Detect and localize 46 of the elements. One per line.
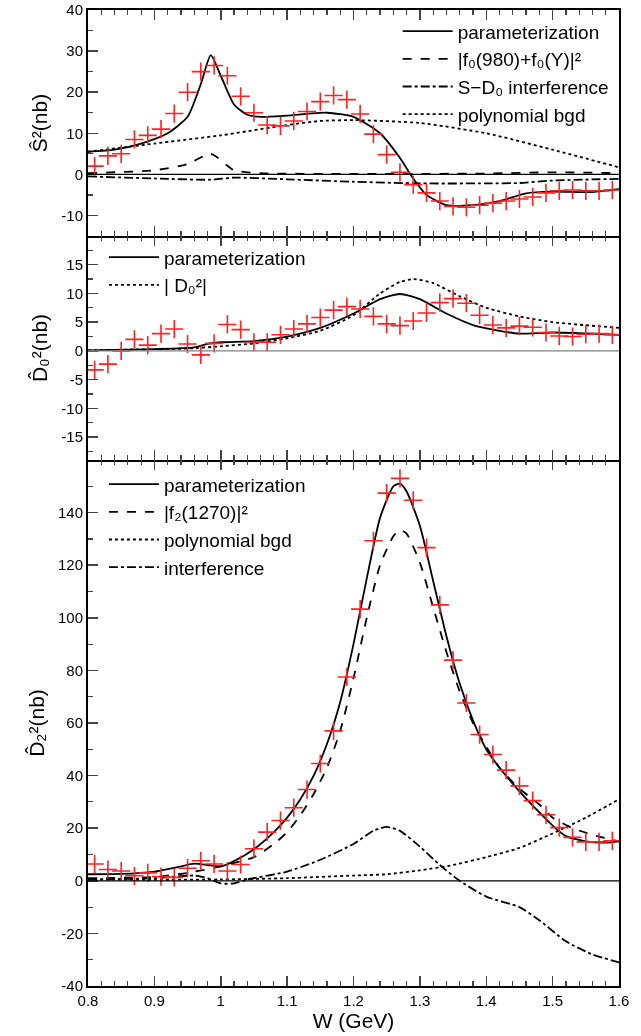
legend-label: |f₀(980)+f₀(Y)|² [457,49,581,71]
y-tick-label: -10 [61,399,83,417]
x-tick-label: 1 [216,992,225,1009]
legend-label: parameterization [457,21,600,43]
y-tick-label: 15 [66,255,83,273]
y-axis-title: Ŝ²(nb) [27,93,51,153]
legend-label: polynomial bgd [163,529,292,551]
legend-label: parameterization [163,474,306,496]
y-tick-label: 100 [57,609,83,627]
y-tick-label: 10 [66,124,83,142]
x-tick-label: 0.8 [77,992,99,1009]
y-tick-label: 0 [74,165,83,183]
y-tick-label: 5 [74,313,83,331]
legend-label: |f₂(1270)|² [163,502,248,524]
x-tick-label: 1.4 [475,992,497,1009]
x-tick-label: 0.9 [143,992,165,1009]
y-axis-title: D̂₀²(nb) [27,313,51,383]
y-tick-label: 20 [66,83,83,101]
x-tick-label: 1.5 [542,992,564,1009]
legend-label: interference [163,557,265,579]
y-tick-label: -20 [61,924,83,942]
y-tick-label: 80 [66,661,83,679]
x-tick-label: 1.1 [276,992,298,1009]
y-tick-label: -10 [61,206,83,224]
legend-label: | D₀²| [163,275,208,297]
y-tick-label: 40 [66,766,83,784]
y-tick-label: 120 [57,556,83,574]
y-tick-label: 140 [57,503,83,521]
y-tick-label: -40 [61,977,83,995]
y-tick-label: 40 [66,1,83,19]
legend-label: parameterization [163,247,306,269]
y-tick-label: 10 [66,284,83,302]
y-tick-label: 30 [66,42,83,60]
y-tick-label: 0 [74,872,83,890]
legend-label: polynomial bgd [457,104,586,126]
y-tick-label: -5 [69,370,83,388]
legend-label: S−D₀ interference [457,76,609,98]
x-tick-label: 1.3 [409,992,431,1009]
x-tick-label: 1.2 [343,992,364,1009]
y-tick-label: 0 [74,342,83,360]
x-tick-label: 1.6 [608,992,630,1009]
y-axis-title: D̂₂²(nb) [24,689,48,757]
x-axis-title: W (GeV) [312,1009,395,1032]
y-tick-label: 60 [66,714,83,732]
y-tick-label: 20 [66,819,83,837]
y-tick-label: -15 [61,428,83,446]
